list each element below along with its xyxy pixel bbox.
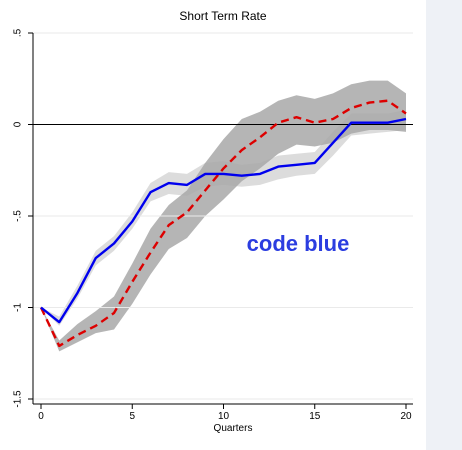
y-axis-ticks: -1.5 -1 -.5 0 .5 (13, 28, 33, 408)
chart-figure: -1.5 -1 -.5 0 .5 0 5 10 15 20 Short Term Rate Qu… (13, 9, 413, 434)
x-tick-label-2: 10 (218, 411, 230, 422)
y-tick-label-3: 0 (13, 121, 24, 127)
x-axis-label: Quarters (214, 423, 253, 434)
x-tick-label-0: 0 (38, 411, 44, 422)
y-tick-label-1: -1 (13, 303, 24, 312)
x-axis-ticks: 0 5 10 15 20 (38, 404, 412, 422)
y-tick-label-0: -1.5 (13, 390, 24, 408)
side-panel (426, 0, 462, 450)
y-tick-label-2: -.5 (13, 210, 24, 222)
series-line-0 (40, 117, 407, 324)
y-tick-label-4: .5 (13, 28, 24, 37)
series-lines (39, 99, 407, 348)
series-line-1 (39, 99, 407, 348)
annotation-code-blue: code blue (247, 231, 350, 256)
x-tick-label-3: 15 (309, 411, 321, 422)
plot-area (33, 32, 413, 400)
x-tick-label-1: 5 (129, 411, 135, 422)
confidence-band-1 (41, 80, 406, 352)
gridlines (33, 32, 413, 400)
chart-title: Short Term Rate (179, 9, 266, 23)
x-tick-label-4: 20 (400, 411, 412, 422)
